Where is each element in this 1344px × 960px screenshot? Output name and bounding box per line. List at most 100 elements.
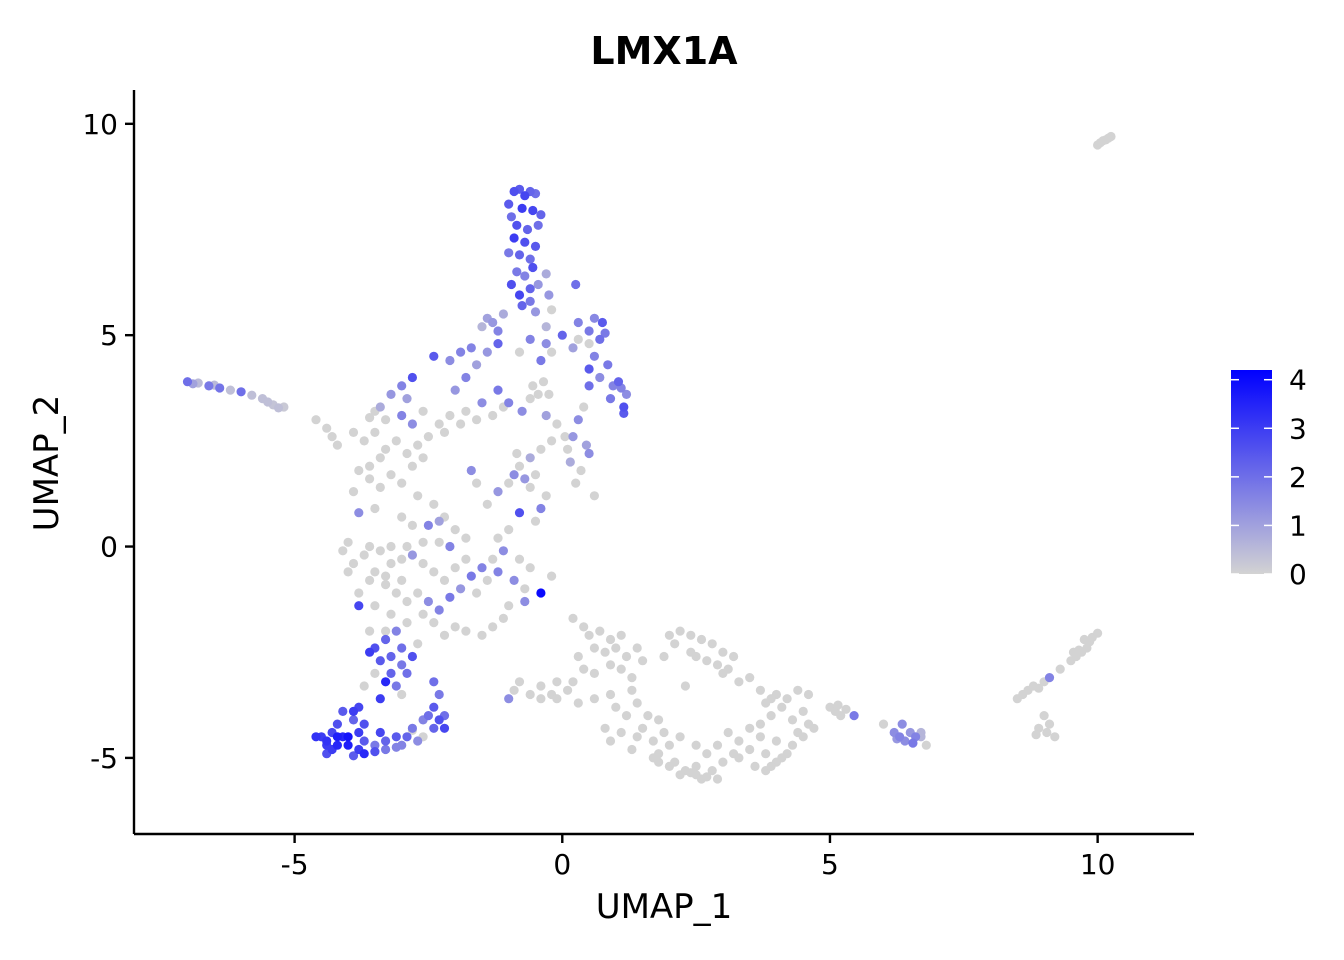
cell-point bbox=[488, 410, 498, 421]
cell-point bbox=[332, 740, 342, 750]
cell-point bbox=[365, 626, 375, 636]
cell-point bbox=[525, 563, 535, 573]
cell-point bbox=[573, 698, 583, 708]
cell-point bbox=[365, 541, 375, 552]
cell-point bbox=[573, 317, 583, 328]
cell-point bbox=[370, 740, 380, 750]
cell-point bbox=[525, 689, 535, 700]
cell-point bbox=[338, 706, 348, 717]
cell-point bbox=[514, 508, 525, 518]
cell-point bbox=[589, 694, 600, 704]
cell-point bbox=[563, 685, 573, 695]
cell-point bbox=[482, 347, 492, 357]
cell-point bbox=[691, 740, 701, 750]
cell-point bbox=[787, 740, 798, 750]
cell-point bbox=[509, 186, 519, 197]
cell-point bbox=[616, 664, 626, 674]
cell-point bbox=[429, 618, 439, 628]
cell-point bbox=[664, 630, 675, 640]
cell-point bbox=[434, 419, 444, 429]
cell-point bbox=[686, 630, 696, 640]
cell-point bbox=[589, 313, 600, 323]
cell-point bbox=[456, 419, 466, 429]
cell-point bbox=[541, 491, 551, 501]
cell-point bbox=[755, 685, 766, 695]
x-tick-label: 0 bbox=[553, 848, 571, 881]
cell-point bbox=[921, 740, 931, 750]
cell-point bbox=[402, 618, 412, 628]
cell-point bbox=[536, 681, 546, 691]
cell-point bbox=[381, 677, 391, 687]
cell-point bbox=[734, 736, 744, 746]
cell-point bbox=[348, 487, 359, 497]
x-axis-title: UMAP_1 bbox=[596, 887, 733, 927]
cell-point bbox=[386, 651, 396, 662]
cell-point bbox=[533, 279, 543, 290]
cell-point bbox=[611, 702, 621, 712]
cell-point bbox=[375, 482, 385, 492]
cell-point bbox=[397, 410, 407, 421]
cell-point bbox=[745, 673, 755, 683]
cell-point bbox=[375, 453, 385, 463]
cell-point bbox=[605, 736, 616, 746]
cell-point bbox=[348, 558, 359, 569]
cell-point bbox=[563, 444, 573, 454]
cell-point bbox=[397, 478, 407, 488]
cell-point bbox=[439, 723, 450, 733]
cell-point bbox=[595, 372, 605, 383]
cell-point bbox=[712, 740, 723, 750]
cell-point bbox=[322, 736, 332, 746]
cell-point bbox=[434, 689, 444, 700]
cell-point bbox=[504, 525, 514, 535]
cell-point bbox=[517, 203, 527, 213]
cell-point bbox=[343, 567, 353, 577]
cell-point bbox=[429, 351, 439, 361]
cell-point bbox=[520, 191, 530, 201]
cell-point bbox=[664, 740, 675, 750]
cell-point bbox=[552, 677, 562, 687]
colorbar-gradient bbox=[1231, 370, 1272, 574]
cell-point bbox=[675, 732, 685, 742]
cell-point bbox=[616, 727, 626, 738]
cell-point bbox=[504, 398, 514, 408]
cell-point bbox=[375, 546, 385, 556]
cell-point bbox=[517, 301, 527, 311]
cell-point bbox=[472, 588, 482, 598]
cell-point bbox=[560, 432, 570, 442]
cell-point bbox=[702, 656, 712, 666]
cell-point bbox=[1050, 732, 1060, 742]
cell-point bbox=[359, 749, 369, 759]
cell-point bbox=[461, 533, 471, 543]
cell-point bbox=[707, 639, 717, 649]
cell-point bbox=[450, 385, 460, 395]
cell-point bbox=[413, 736, 423, 746]
cell-point bbox=[493, 487, 503, 497]
cell-point bbox=[750, 761, 760, 772]
cell-point bbox=[343, 740, 353, 750]
cell-point bbox=[514, 347, 525, 357]
cell-point bbox=[536, 210, 546, 220]
cell-point bbox=[841, 704, 851, 714]
cell-point bbox=[504, 248, 514, 258]
cell-point bbox=[664, 761, 675, 772]
cell-point bbox=[616, 630, 626, 640]
cell-point bbox=[418, 558, 428, 569]
cell-point bbox=[584, 381, 594, 391]
cell-point bbox=[605, 634, 616, 645]
cell-point bbox=[849, 711, 859, 721]
cell-point bbox=[402, 448, 412, 459]
cell-point bbox=[332, 732, 342, 742]
cell-point bbox=[488, 317, 498, 328]
x-tick-label: 5 bbox=[821, 848, 839, 881]
cell-point bbox=[348, 706, 359, 717]
cell-point bbox=[391, 588, 401, 598]
cell-point bbox=[386, 389, 396, 399]
cell-point bbox=[547, 305, 557, 315]
cell-point bbox=[512, 448, 522, 459]
cell-point bbox=[544, 290, 554, 300]
cell-point bbox=[439, 630, 450, 640]
cell-point bbox=[525, 482, 535, 492]
cell-point bbox=[803, 719, 814, 729]
cell-point bbox=[413, 491, 423, 501]
cell-point bbox=[504, 478, 514, 488]
